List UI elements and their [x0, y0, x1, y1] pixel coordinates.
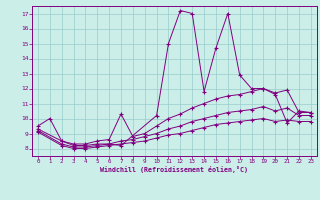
X-axis label: Windchill (Refroidissement éolien,°C): Windchill (Refroidissement éolien,°C)	[100, 166, 248, 173]
